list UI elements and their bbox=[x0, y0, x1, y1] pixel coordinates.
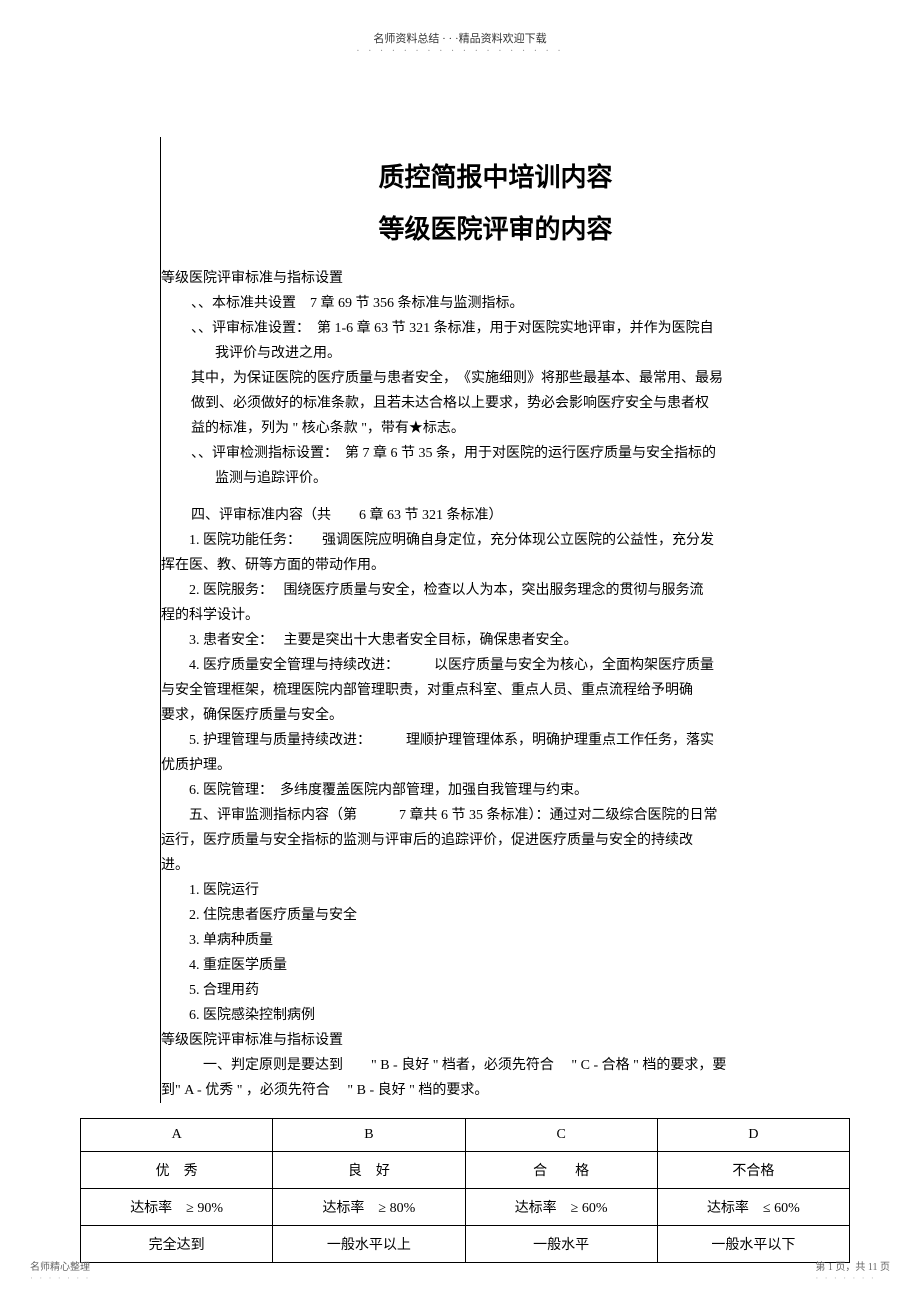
footer-right-text: 第 1 页，共 11 页 bbox=[815, 1258, 890, 1273]
line: 等级医院评审标准与指标设置 bbox=[161, 1028, 830, 1053]
table-row: A B C D bbox=[81, 1119, 850, 1152]
table-cell: 不合格 bbox=[657, 1152, 849, 1189]
table-cell: 一般水平以下 bbox=[657, 1226, 849, 1263]
line: 4. 医疗质量安全管理与持续改进： 以医疗质量与安全为核心，全面构架医疗质量 bbox=[161, 653, 830, 678]
table-cell: D bbox=[657, 1119, 849, 1152]
line: 与安全管理框架，梳理医院内部管理职责，对重点科室、重点人员、重点流程给予明确 bbox=[161, 678, 830, 703]
content-wrapper: 质控简报中培训内容 等级医院评审的内容 等级医院评审标准与指标设置 、、本标准共… bbox=[160, 137, 830, 1103]
table-row: 达标率 ≥ 90% 达标率 ≥ 80% 达标率 ≥ 60% 达标率 ≤ 60% bbox=[81, 1189, 850, 1226]
line: 1. 医院运行 bbox=[161, 878, 830, 903]
line: 其中，为保证医院的医疗质量与患者安全， 《实施细则》将那些最基本、最常用、最易 bbox=[161, 366, 830, 391]
table-cell: 达标率 ≥ 90% bbox=[81, 1189, 273, 1226]
line: 要求，确保医疗质量与安全。 bbox=[161, 703, 830, 728]
body-text: 等级医院评审标准与指标设置 、、本标准共设置 7 章 69 节 356 条标准与… bbox=[161, 266, 830, 1103]
line: 5. 护理管理与质量持续改进： 理顺护理管理体系，明确护理重点工作任务，落实 bbox=[161, 728, 830, 753]
table-cell: 合 格 bbox=[465, 1152, 657, 1189]
line: 、、评审检测指标设置： 第 7 章 6 节 35 条，用于对医院的运行医疗质量与… bbox=[161, 441, 830, 466]
section-heading: 等级医院评审标准与指标设置 bbox=[161, 266, 830, 291]
header-text: 名师资料总结 · · ·精品资料欢迎下载 bbox=[0, 0, 920, 46]
line: 4. 重症医学质量 bbox=[161, 953, 830, 978]
line: 进。 bbox=[161, 853, 830, 878]
table-row: 优 秀 良 好 合 格 不合格 bbox=[81, 1152, 850, 1189]
table-cell: 一般水平 bbox=[465, 1226, 657, 1263]
footer-right: 第 1 页，共 11 页 · · · · · · · bbox=[815, 1258, 890, 1283]
line: 6. 医院管理： 多纬度覆盖医院内部管理，加强自我管理与约束。 bbox=[161, 778, 830, 803]
table-cell: 良 好 bbox=[273, 1152, 465, 1189]
line: 四、评审标准内容（共 6 章 63 节 321 条标准） bbox=[161, 503, 830, 528]
line: 益的标准，列为 " 核心条款 "，带有★标志。 bbox=[161, 416, 830, 441]
footer-dots: · · · · · · · bbox=[30, 1273, 90, 1283]
line: 运行，医疗质量与安全指标的监测与评审后的追踪评价，促进医疗质量与安全的持续改 bbox=[161, 828, 830, 853]
line: 、、本标准共设置 7 章 69 节 356 条标准与监测指标。 bbox=[161, 291, 830, 316]
footer-dots: · · · · · · · bbox=[815, 1273, 890, 1283]
main-title: 质控简报中培训内容 bbox=[161, 137, 830, 204]
line: 监测与追踪评价。 bbox=[161, 466, 830, 491]
table-cell: B bbox=[273, 1119, 465, 1152]
line: 2. 住院患者医疗质量与安全 bbox=[161, 903, 830, 928]
line: 2. 医院服务： 围绕医疗质量与安全，检查以人为本，突出服务理念的贯彻与服务流 bbox=[161, 578, 830, 603]
line: 到" A - 优秀 " ，必须先符合 " B - 良好 " 档的要求。 bbox=[161, 1078, 830, 1103]
line: 3. 单病种质量 bbox=[161, 928, 830, 953]
table-cell: C bbox=[465, 1119, 657, 1152]
line: 五、评审监测指标内容（第 7 章共 6 节 35 条标准）：通过对二级综合医院的… bbox=[161, 803, 830, 828]
table-cell: 优 秀 bbox=[81, 1152, 273, 1189]
table-cell: A bbox=[81, 1119, 273, 1152]
table-cell: 达标率 ≥ 80% bbox=[273, 1189, 465, 1226]
header-dots: · · · · · · · · · · · · · · · · · · bbox=[0, 46, 920, 57]
line: 3. 患者安全： 主要是突出十大患者安全目标，确保患者安全。 bbox=[161, 628, 830, 653]
line: 挥在医、教、研等方面的带动作用。 bbox=[161, 553, 830, 578]
line: 做到、必须做好的标准条款，且若未达合格以上要求，势必会影响医疗安全与患者权 bbox=[161, 391, 830, 416]
line: 、、评审标准设置： 第 1-6 章 63 节 321 条标准，用于对医院实地评审… bbox=[161, 316, 830, 341]
line: 一、判定原则是要达到 " B - 良好 " 档者，必须先符合 " C - 合格 … bbox=[161, 1053, 830, 1078]
sub-title: 等级医院评审的内容 bbox=[161, 204, 830, 266]
line: 6. 医院感染控制病例 bbox=[161, 1003, 830, 1028]
table-cell: 达标率 ≤ 60% bbox=[657, 1189, 849, 1226]
footer-left-text: 名师精心整理 bbox=[30, 1258, 90, 1273]
line: 1. 医院功能任务： 强调医院应明确自身定位，充分体现公立医院的公益性，充分发 bbox=[161, 528, 830, 553]
line: 程的科学设计。 bbox=[161, 603, 830, 628]
line: 我评价与改进之用。 bbox=[161, 341, 830, 366]
footer-left: 名师精心整理 · · · · · · · bbox=[30, 1258, 90, 1283]
grading-table: A B C D 优 秀 良 好 合 格 不合格 达标率 ≥ 90% 达标率 ≥ … bbox=[80, 1118, 850, 1263]
table-cell: 一般水平以上 bbox=[273, 1226, 465, 1263]
line: 优质护理。 bbox=[161, 753, 830, 778]
line: 5. 合理用药 bbox=[161, 978, 830, 1003]
table-cell: 达标率 ≥ 60% bbox=[465, 1189, 657, 1226]
table-row: 完全达到 一般水平以上 一般水平 一般水平以下 bbox=[81, 1226, 850, 1263]
table-cell: 完全达到 bbox=[81, 1226, 273, 1263]
